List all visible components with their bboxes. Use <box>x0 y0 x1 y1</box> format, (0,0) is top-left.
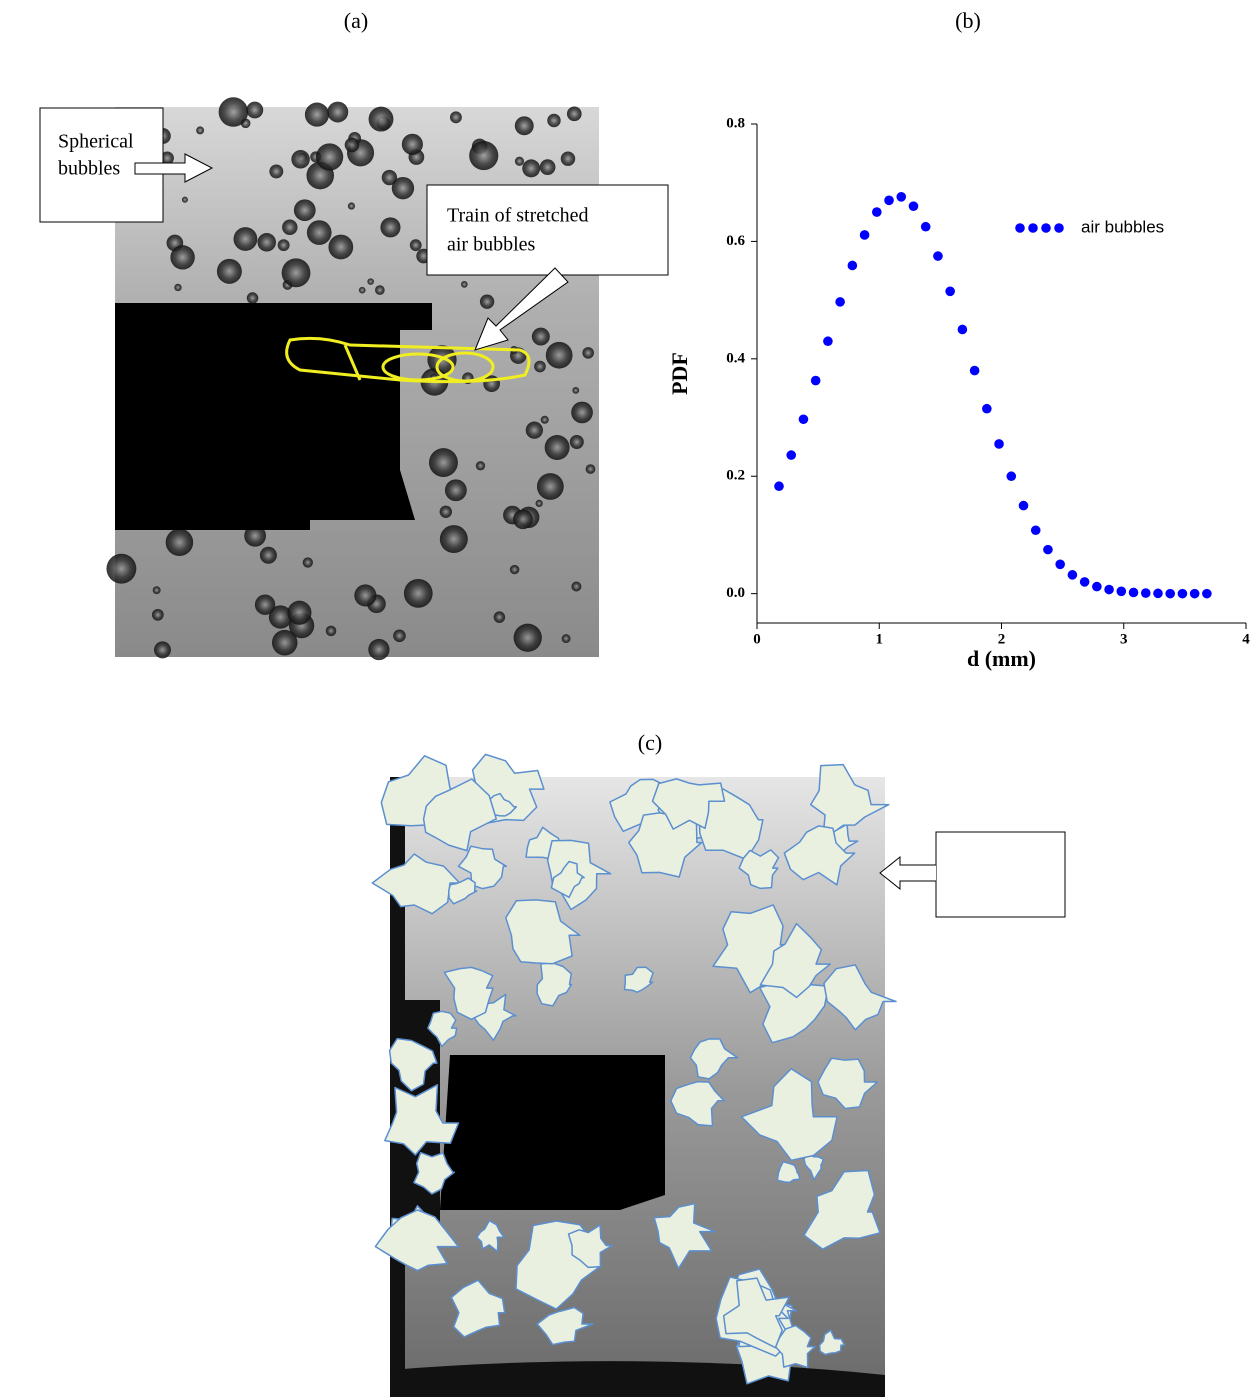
data-point <box>958 325 968 335</box>
data-point <box>1092 582 1102 592</box>
arrow <box>880 857 936 889</box>
data-point <box>909 201 919 211</box>
data-point <box>799 414 809 424</box>
data-point <box>811 376 821 386</box>
data-point <box>982 404 992 414</box>
x-tick-label: 2 <box>998 631 1006 647</box>
data-point <box>1190 589 1200 599</box>
data-point <box>921 222 931 232</box>
data-point <box>1129 588 1139 598</box>
data-point <box>823 336 833 346</box>
legend-marker <box>1041 223 1051 233</box>
figure: (a) (b) (c) Spherical bubbles Train of s… <box>0 0 1257 1397</box>
data-point <box>1080 577 1090 587</box>
annotation-box <box>427 185 668 275</box>
photo-a <box>106 97 599 660</box>
x-tick-label: 4 <box>1242 631 1250 647</box>
panel-label: (c) <box>638 730 662 755</box>
y-tick-label: 0.4 <box>726 350 745 366</box>
data-point <box>786 450 796 460</box>
annotation-box <box>936 832 1065 917</box>
x-axis-label: d (mm) <box>967 646 1036 671</box>
x-tick-label: 3 <box>1120 631 1128 647</box>
legend-marker <box>1015 223 1025 233</box>
x-tick-label: 0 <box>753 631 761 647</box>
data-point <box>860 230 870 240</box>
data-point <box>896 192 906 202</box>
data-point <box>835 297 845 307</box>
data-point <box>1202 589 1212 599</box>
data-point <box>1153 589 1163 599</box>
data-point <box>1117 586 1127 596</box>
data-point <box>884 196 894 206</box>
y-tick-label: 0.0 <box>726 585 745 601</box>
annotation: air bubbles <box>447 234 536 256</box>
legend-label: air bubbles <box>1081 217 1164 236</box>
data-point <box>1165 589 1175 599</box>
data-point <box>848 261 858 271</box>
x-tick-label: 1 <box>876 631 884 647</box>
chart: 0.0 0.2 0.4 0.6 0.8 0 1 2 3 4 d (mm) PDF air bubbles <box>667 115 1250 671</box>
legend-marker <box>1028 223 1038 233</box>
panel-label: (a) <box>344 8 368 33</box>
data-point <box>1141 588 1151 598</box>
y-tick-label: 0.8 <box>726 115 745 131</box>
y-axis-label: PDF <box>667 352 692 395</box>
legend-marker <box>1054 223 1064 233</box>
data-point <box>994 439 1004 449</box>
data-point <box>1043 545 1053 555</box>
annotation: Train of stretched <box>447 205 588 227</box>
data-point <box>1104 585 1114 595</box>
data-point <box>1178 589 1188 599</box>
data-point <box>1019 501 1029 511</box>
annotation: Spherical <box>58 131 134 153</box>
data-point <box>1031 525 1041 535</box>
data-point <box>1055 559 1065 569</box>
y-tick-label: 0.2 <box>726 468 745 484</box>
data-point <box>945 287 955 297</box>
data-point <box>933 251 943 261</box>
panel-label: (b) <box>955 8 981 33</box>
photo-c <box>372 754 896 1397</box>
data-point <box>1006 471 1016 481</box>
annotation: bubbles <box>58 158 120 180</box>
data-point <box>774 481 784 491</box>
data-point <box>970 366 980 376</box>
data-point <box>1068 570 1078 580</box>
y-tick-label: 0.6 <box>726 233 745 249</box>
data-point <box>872 207 882 217</box>
